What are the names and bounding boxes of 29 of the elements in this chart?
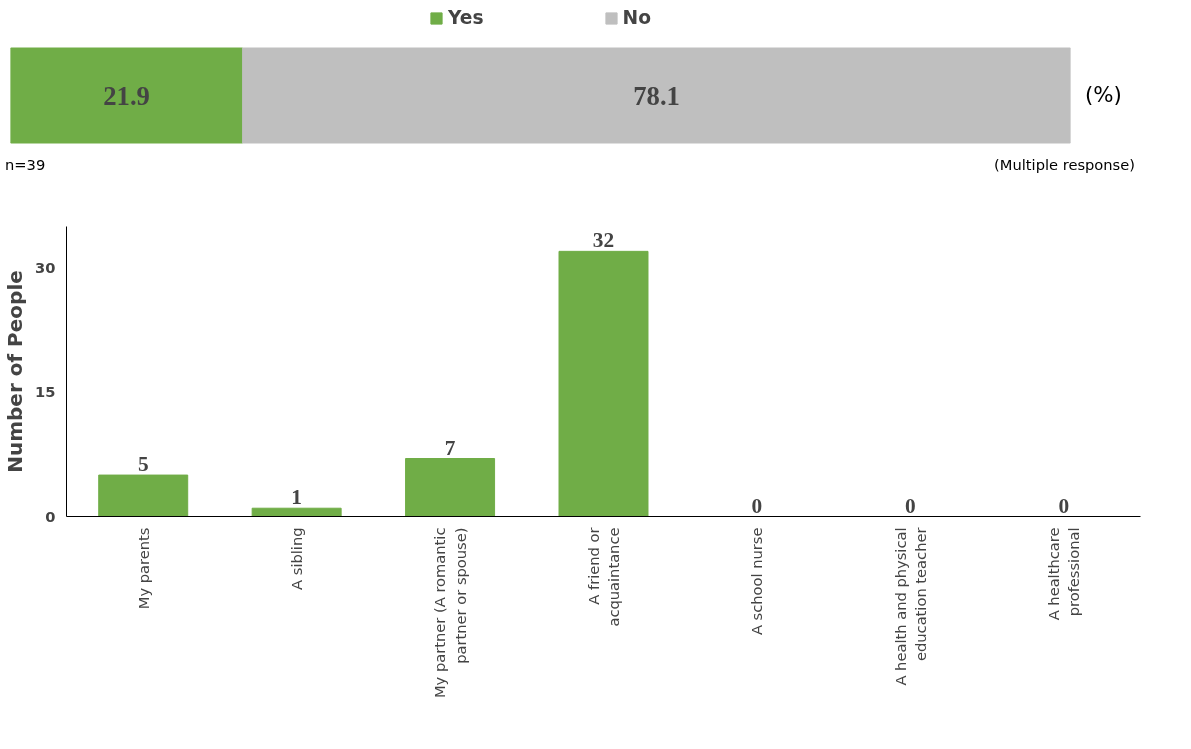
data-label: 0 bbox=[905, 493, 916, 518]
data-label: 5 bbox=[137, 452, 149, 477]
legend-label: Yes bbox=[448, 7, 484, 28]
text: n=39 bbox=[5, 155, 46, 175]
legend-label: No bbox=[622, 7, 651, 28]
y-axis-title: Number of People bbox=[3, 270, 28, 473]
text: (Multiple response) bbox=[994, 155, 1135, 175]
bar bbox=[405, 457, 496, 517]
x-tick-label: A school nurse bbox=[748, 527, 766, 636]
x-tick-label: My parents bbox=[134, 527, 152, 610]
x-tick-label: My partner (A romantic partner or spouse) bbox=[431, 527, 469, 698]
x-tick-label: A friend or acquaintance bbox=[584, 526, 623, 627]
data-label: 1 bbox=[291, 485, 302, 510]
data-label: 78.1 bbox=[633, 80, 680, 111]
bar bbox=[558, 250, 649, 517]
x-tick-label: A sibling bbox=[288, 527, 306, 590]
data-label: 32 bbox=[592, 228, 615, 253]
y-tick-label: 15 bbox=[35, 383, 56, 401]
data-label: 0 bbox=[751, 493, 763, 518]
data-label: 0 bbox=[1058, 493, 1070, 518]
bar bbox=[251, 507, 342, 517]
y-tick-label: 0 bbox=[45, 507, 56, 525]
text: (%) bbox=[1085, 81, 1122, 109]
y-tick-label: 30 bbox=[35, 258, 56, 276]
bar bbox=[98, 474, 189, 517]
data-label: 7 bbox=[444, 435, 456, 460]
x-tick-label: A health and physical education teacher bbox=[891, 526, 930, 686]
data-label: 21.9 bbox=[103, 80, 150, 111]
x-tick-label: A healthcare professional bbox=[1045, 527, 1083, 621]
